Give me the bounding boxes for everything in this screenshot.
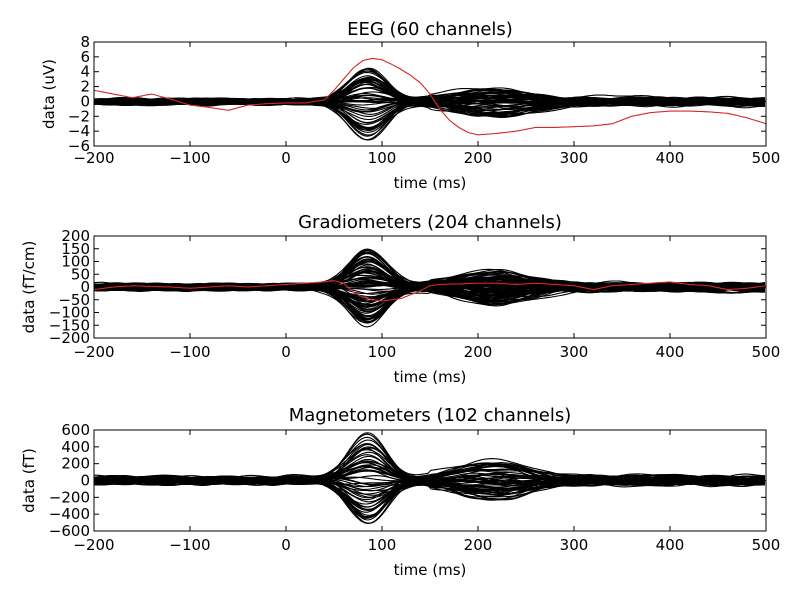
- channel-trace: [94, 284, 766, 313]
- channel-trace: [94, 458, 766, 485]
- traces: [94, 432, 766, 524]
- y-tick-label: −200: [49, 488, 90, 506]
- x-axis-label: time (ms): [394, 561, 467, 579]
- traces: [94, 57, 766, 141]
- x-tick-label: −100: [169, 149, 210, 167]
- y-tick-label: 400: [61, 438, 90, 456]
- highlighted-trace: [94, 280, 766, 302]
- chart-panel-2: −200 −100 0 100 200 300 400 500200150100500−50−…: [20, 212, 780, 386]
- y-tick-label: 8: [80, 33, 90, 51]
- x-tick-label: −100: [169, 343, 210, 361]
- y-tick-label: −400: [49, 505, 90, 523]
- chart-title: EEG (60 channels): [347, 19, 513, 40]
- y-tick-label: 200: [61, 227, 90, 245]
- y-tick-label: −50: [58, 291, 90, 309]
- channel-trace: [94, 89, 765, 105]
- y-tick-label: 0: [80, 92, 90, 110]
- x-tick-label: 200: [464, 149, 493, 167]
- x-tick-label: −100: [169, 536, 210, 554]
- y-tick-label: −4: [68, 122, 90, 140]
- y-axis-label: data (fT): [20, 448, 38, 513]
- x-tick-label: 0: [281, 343, 291, 361]
- x-tick-label: 100: [368, 149, 397, 167]
- chart-panel-3: −200 −100 0 100 200 300 400 5006004002000−200−4…: [20, 405, 780, 579]
- channel-trace: [94, 93, 766, 107]
- x-tick-label: −200: [73, 149, 114, 167]
- highlighted-trace: [94, 57, 766, 136]
- x-tick-label: −200: [73, 343, 114, 361]
- x-axis-label: time (ms): [394, 368, 467, 386]
- y-tick-label: −2: [68, 107, 90, 125]
- y-tick-label: −150: [49, 316, 90, 334]
- x-tick-label: 400: [656, 343, 685, 361]
- x-tick-label: 200: [464, 536, 493, 554]
- x-tick-label: 0: [281, 149, 291, 167]
- y-tick-label: 150: [61, 240, 90, 258]
- channel-trace: [94, 477, 766, 501]
- y-tick-label: −6: [68, 137, 90, 155]
- channel-trace: [94, 464, 766, 499]
- y-tick-label: 0: [80, 278, 90, 296]
- y-tick-label: 50: [71, 265, 90, 283]
- x-tick-label: 400: [656, 536, 685, 554]
- chart-title: Gradiometers (204 channels): [298, 212, 562, 233]
- x-tick-label: 200: [464, 343, 493, 361]
- x-tick-label: 300: [560, 343, 589, 361]
- x-tick-label: 100: [368, 536, 397, 554]
- x-tick-label: 500: [752, 149, 781, 167]
- y-tick-label: 100: [61, 253, 90, 271]
- y-tick-label: −200: [49, 329, 90, 347]
- x-tick-label: −200: [73, 536, 114, 554]
- y-tick-label: −100: [49, 304, 90, 322]
- y-tick-label: 2: [80, 78, 90, 96]
- x-tick-label: 100: [368, 343, 397, 361]
- y-tick-label: 600: [61, 421, 90, 439]
- traces: [94, 248, 766, 328]
- y-tick-label: −600: [49, 522, 90, 540]
- x-tick-label: 0: [281, 536, 291, 554]
- chart-title: Magnetometers (102 channels): [289, 405, 572, 426]
- y-tick-label: 0: [80, 472, 90, 490]
- y-tick-label: 6: [80, 48, 90, 66]
- plot-frame: [93, 41, 767, 147]
- y-tick-label: 200: [61, 455, 90, 473]
- x-tick-label: 400: [656, 149, 685, 167]
- x-axis-label: time (ms): [394, 174, 467, 192]
- x-tick-label: 300: [560, 149, 589, 167]
- x-tick-label: 300: [560, 536, 589, 554]
- channel-trace: [94, 268, 765, 294]
- y-axis-label: data (fT/cm): [20, 241, 38, 334]
- x-tick-label: 500: [752, 536, 781, 554]
- x-tick-label: 500: [752, 343, 781, 361]
- y-axis-label: data (uV): [40, 59, 58, 129]
- y-tick-label: 4: [80, 63, 90, 81]
